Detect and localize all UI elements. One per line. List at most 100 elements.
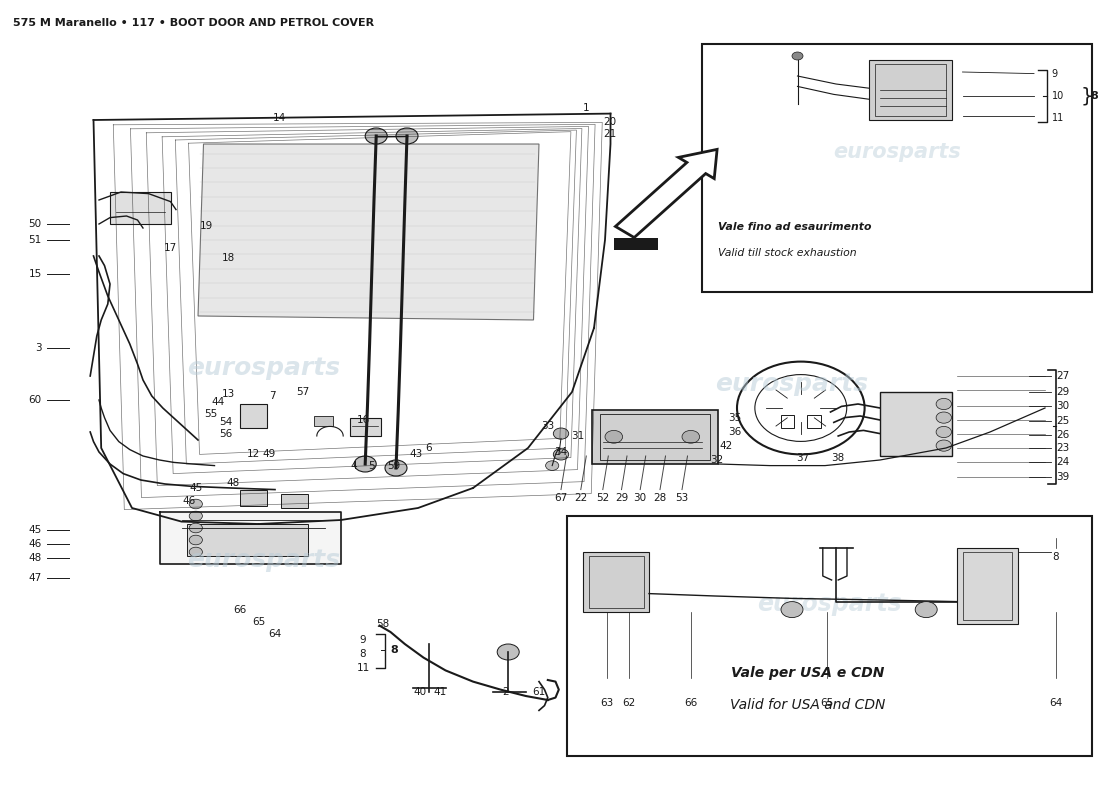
Text: 8: 8 <box>390 646 398 655</box>
Text: 14: 14 <box>273 113 286 122</box>
Text: 12: 12 <box>246 450 260 459</box>
Text: 57: 57 <box>296 387 309 397</box>
Text: 8: 8 <box>1053 552 1059 562</box>
Text: 3: 3 <box>35 343 42 353</box>
Text: 19: 19 <box>200 221 213 230</box>
Text: 15: 15 <box>29 270 42 279</box>
FancyArrow shape <box>615 150 717 238</box>
Bar <box>350 418 381 436</box>
Circle shape <box>396 128 418 144</box>
Bar <box>110 192 170 224</box>
Text: 11: 11 <box>356 663 370 673</box>
Text: 26: 26 <box>1056 430 1069 440</box>
Bar <box>592 410 718 464</box>
Text: Vale fino ad esaurimento: Vale fino ad esaurimento <box>718 222 872 232</box>
Text: 65: 65 <box>252 618 265 627</box>
Circle shape <box>936 440 952 451</box>
Circle shape <box>605 430 623 443</box>
Text: 31: 31 <box>571 431 584 441</box>
Bar <box>583 552 649 612</box>
Bar <box>702 44 1092 292</box>
Text: Valid till stock exhaustion: Valid till stock exhaustion <box>718 248 857 258</box>
Text: 41: 41 <box>433 687 447 697</box>
Bar <box>781 415 794 428</box>
Text: 23: 23 <box>1056 443 1069 453</box>
Circle shape <box>936 426 952 438</box>
Bar <box>807 415 821 428</box>
Text: 10: 10 <box>1052 91 1064 101</box>
Text: 7: 7 <box>270 391 276 401</box>
Text: 28: 28 <box>653 493 667 502</box>
Circle shape <box>189 535 202 545</box>
Text: 43: 43 <box>409 450 422 459</box>
Bar <box>187 524 308 556</box>
Text: 20: 20 <box>603 117 616 126</box>
Text: 8: 8 <box>360 649 366 658</box>
Circle shape <box>365 128 387 144</box>
Text: 42: 42 <box>719 441 733 450</box>
Text: 22: 22 <box>574 493 587 502</box>
Text: 39: 39 <box>1056 472 1069 482</box>
Circle shape <box>792 52 803 60</box>
Text: 62: 62 <box>623 698 636 707</box>
Text: 16: 16 <box>356 415 370 425</box>
Text: 13: 13 <box>222 389 235 398</box>
Bar <box>566 516 1092 756</box>
Bar <box>874 64 946 116</box>
Text: }: } <box>1080 86 1092 106</box>
Circle shape <box>497 644 519 660</box>
Text: 29: 29 <box>615 493 628 502</box>
Text: 4: 4 <box>351 461 358 470</box>
Text: 37: 37 <box>796 453 810 462</box>
Text: 52: 52 <box>596 493 609 502</box>
Text: 1: 1 <box>583 103 590 113</box>
Text: 34: 34 <box>554 447 568 457</box>
Text: 47: 47 <box>29 573 42 582</box>
Text: eurosparts: eurosparts <box>715 372 869 396</box>
Text: 66: 66 <box>684 698 697 707</box>
Text: 48: 48 <box>29 554 42 563</box>
Text: 2: 2 <box>503 687 509 697</box>
Text: 32: 32 <box>711 455 724 465</box>
Text: 67: 67 <box>554 493 568 502</box>
Text: 11: 11 <box>1052 114 1064 123</box>
Circle shape <box>189 547 202 557</box>
Bar <box>240 404 267 428</box>
Text: 9: 9 <box>360 635 366 645</box>
Text: eurosparts: eurosparts <box>187 548 341 572</box>
Polygon shape <box>160 512 341 564</box>
Text: 49: 49 <box>263 450 276 459</box>
Polygon shape <box>198 144 539 320</box>
Circle shape <box>936 412 952 423</box>
Text: 6: 6 <box>426 443 432 453</box>
Text: eurosparts: eurosparts <box>757 592 902 616</box>
Circle shape <box>189 499 202 509</box>
Bar <box>600 414 710 460</box>
Circle shape <box>553 449 569 460</box>
Text: 59: 59 <box>387 461 400 470</box>
Circle shape <box>553 428 569 439</box>
Text: 46: 46 <box>29 539 42 549</box>
Bar <box>240 490 267 506</box>
Circle shape <box>936 398 952 410</box>
Circle shape <box>781 602 803 618</box>
Circle shape <box>546 461 559 470</box>
Text: 46: 46 <box>183 496 196 506</box>
Text: 45: 45 <box>29 525 42 534</box>
Circle shape <box>682 430 700 443</box>
Text: 48: 48 <box>227 478 240 488</box>
Text: 38: 38 <box>832 453 845 462</box>
Text: 35: 35 <box>728 413 741 422</box>
Text: 27: 27 <box>1056 371 1069 381</box>
Bar <box>957 548 1018 624</box>
Text: 25: 25 <box>1056 416 1069 426</box>
Text: 50: 50 <box>29 219 42 229</box>
Text: 21: 21 <box>603 129 616 138</box>
Text: 8: 8 <box>1090 91 1098 101</box>
Text: 575 M Maranello • 117 • BOOT DOOR AND PETROL COVER: 575 M Maranello • 117 • BOOT DOOR AND PE… <box>13 18 374 27</box>
Text: 9: 9 <box>1052 69 1058 78</box>
Text: 30: 30 <box>1056 402 1069 411</box>
Bar <box>880 392 952 456</box>
Bar <box>314 416 333 426</box>
Text: Valid for USA and CDN: Valid for USA and CDN <box>729 698 886 712</box>
